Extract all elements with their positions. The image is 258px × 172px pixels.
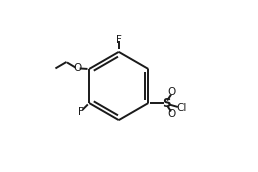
Text: O: O: [167, 88, 175, 98]
Text: Cl: Cl: [177, 103, 187, 113]
Text: F: F: [78, 107, 84, 117]
Text: F: F: [116, 35, 122, 45]
Text: O: O: [167, 109, 175, 119]
Text: O: O: [74, 63, 82, 73]
Text: S: S: [162, 96, 171, 110]
